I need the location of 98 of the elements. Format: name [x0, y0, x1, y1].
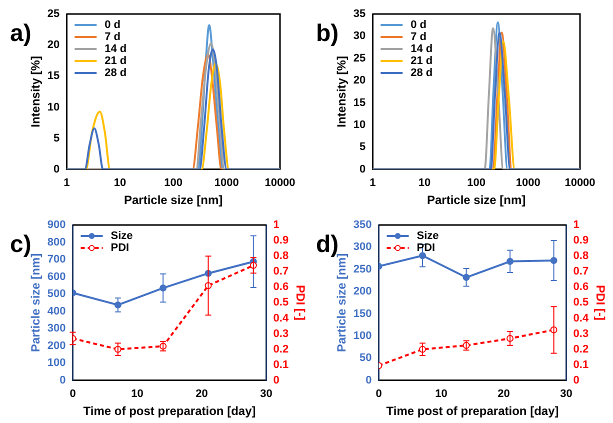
y-tick-label: 35	[353, 8, 366, 20]
y-tick-label: 30	[353, 30, 366, 42]
y2-tick-label: 0.5	[273, 296, 289, 309]
y2-tick-label: 0.2	[573, 343, 589, 356]
y2-tick-label: 0.3	[573, 328, 589, 340]
y-tick-label: 25	[47, 8, 60, 20]
y-tick-label: 0	[360, 163, 366, 176]
legend-label: 14 d	[104, 43, 127, 56]
y2-tick-label: 0.9	[573, 234, 589, 247]
legend-label: PDI	[110, 242, 130, 254]
y2-tick-label: 1	[273, 219, 280, 232]
legend-label: 21 d	[104, 55, 127, 68]
legend-label: 7 d	[410, 31, 427, 44]
y2-axis-title: PDI [-]	[293, 285, 308, 320]
legend-label: 0 d	[104, 19, 121, 32]
y-tick-label: 400	[47, 305, 66, 318]
y-tick-label: 100	[353, 330, 372, 342]
legend-label: 21 d	[410, 55, 433, 68]
y-tick-label: 25	[353, 52, 366, 64]
x-tick-label: 20	[498, 388, 510, 400]
y-tick-label: 600	[47, 270, 66, 283]
y-tick-label: 0	[54, 163, 60, 176]
y2-tick-label: 0.6	[573, 281, 589, 294]
y-tick-label: 250	[353, 263, 372, 276]
x-tick-label: 10	[114, 177, 126, 190]
y-axis-title: Particle size [nm]	[334, 253, 349, 352]
x-tick-label: 10	[435, 388, 448, 400]
x-tick-label: 1000	[214, 177, 239, 190]
legend-label: 0 d	[410, 19, 427, 32]
legend-label: 14 d	[410, 43, 433, 56]
y-tick-label: 300	[353, 241, 372, 254]
x-tick-label: 10000	[564, 177, 596, 190]
y2-tick-label: 0.1	[273, 358, 289, 371]
chart-title: b)	[316, 20, 339, 48]
y2-tick-label: 0.5	[573, 296, 589, 309]
y-tick-label: 500	[47, 288, 66, 300]
y-tick-label: 10	[353, 119, 366, 132]
y-tick-label: 200	[353, 286, 372, 298]
y-tick-label: 20	[47, 39, 60, 52]
x-tick-label: 1000	[516, 177, 540, 190]
x-axis-title: Time of post preparation [day]	[83, 404, 256, 418]
y-axis-title: Particle size [nm]	[28, 253, 43, 352]
y-tick-label: 10	[47, 101, 60, 114]
x-tick-label: 10000	[264, 177, 296, 190]
y2-tick-label: 0.8	[573, 250, 589, 262]
y2-tick-label: 0.7	[273, 266, 289, 278]
x-tick-label: 100	[467, 177, 486, 190]
x-tick-label: 30	[560, 388, 572, 400]
y-tick-label: 50	[360, 352, 372, 364]
x-tick-label: 0	[376, 388, 382, 400]
x-axis-title: Particle size [nm]	[426, 193, 526, 208]
y2-tick-label: 0.4	[273, 312, 290, 324]
x-tick-label: 1	[370, 177, 376, 190]
y-axis-title: Intensity [%]	[28, 56, 43, 128]
y-tick-label: 150	[353, 308, 372, 320]
x-tick-label: 10	[131, 388, 144, 400]
y-tick-label: 5	[360, 141, 366, 154]
y-tick-label: 5	[54, 132, 60, 144]
y2-tick-label: 0.8	[273, 250, 289, 262]
y2-tick-label: 0.1	[573, 358, 589, 371]
legend-label: 28 d	[104, 67, 127, 80]
y2-tick-label: 0.9	[273, 234, 289, 247]
x-tick-label: 100	[164, 177, 182, 190]
x-tick-label: 10	[418, 177, 431, 190]
y2-tick-label: 0	[273, 374, 280, 386]
x-tick-label: 20	[196, 388, 208, 400]
y2-tick-label: 0.2	[273, 343, 289, 356]
y2-axis-title: PDI [-]	[593, 285, 608, 320]
y-tick-label: 700	[47, 254, 66, 266]
y-tick-label: 0	[366, 374, 372, 386]
y-tick-label: 200	[47, 340, 66, 352]
chart-title: c)	[10, 231, 32, 258]
y-tick-label: 800	[47, 236, 66, 248]
x-tick-label: 1	[64, 177, 70, 190]
x-axis-title: Particle size [nm]	[124, 193, 223, 208]
y2-tick-label: 0.6	[273, 281, 289, 294]
y-tick-label: 300	[47, 322, 66, 335]
y-tick-label: 100	[47, 357, 66, 370]
y2-tick-label: 0.4	[573, 312, 590, 324]
x-tick-label: 0	[70, 388, 76, 400]
y2-tick-label: 0.3	[273, 328, 289, 340]
legend-label: 28 d	[410, 67, 433, 80]
x-tick-label: 30	[260, 388, 272, 400]
legend-label: Size	[416, 230, 439, 242]
y2-tick-label: 1	[573, 219, 580, 232]
chart-title: a)	[10, 20, 32, 48]
legend-label: 7 d	[104, 31, 121, 44]
y-tick-label: 900	[47, 219, 66, 232]
y2-tick-label: 0.7	[573, 266, 589, 278]
y-tick-label: 20	[353, 74, 366, 87]
y-tick-label: 15	[47, 70, 60, 82]
y-tick-label: 15	[353, 96, 366, 109]
y-axis-title: Intensity [%]	[334, 56, 349, 128]
y2-tick-label: 0	[573, 374, 580, 386]
y-tick-label: 350	[353, 219, 372, 232]
x-axis-title: Time post of preparation [day]	[386, 404, 559, 418]
y-tick-label: 0	[60, 374, 66, 386]
legend-label: Size	[110, 230, 133, 242]
